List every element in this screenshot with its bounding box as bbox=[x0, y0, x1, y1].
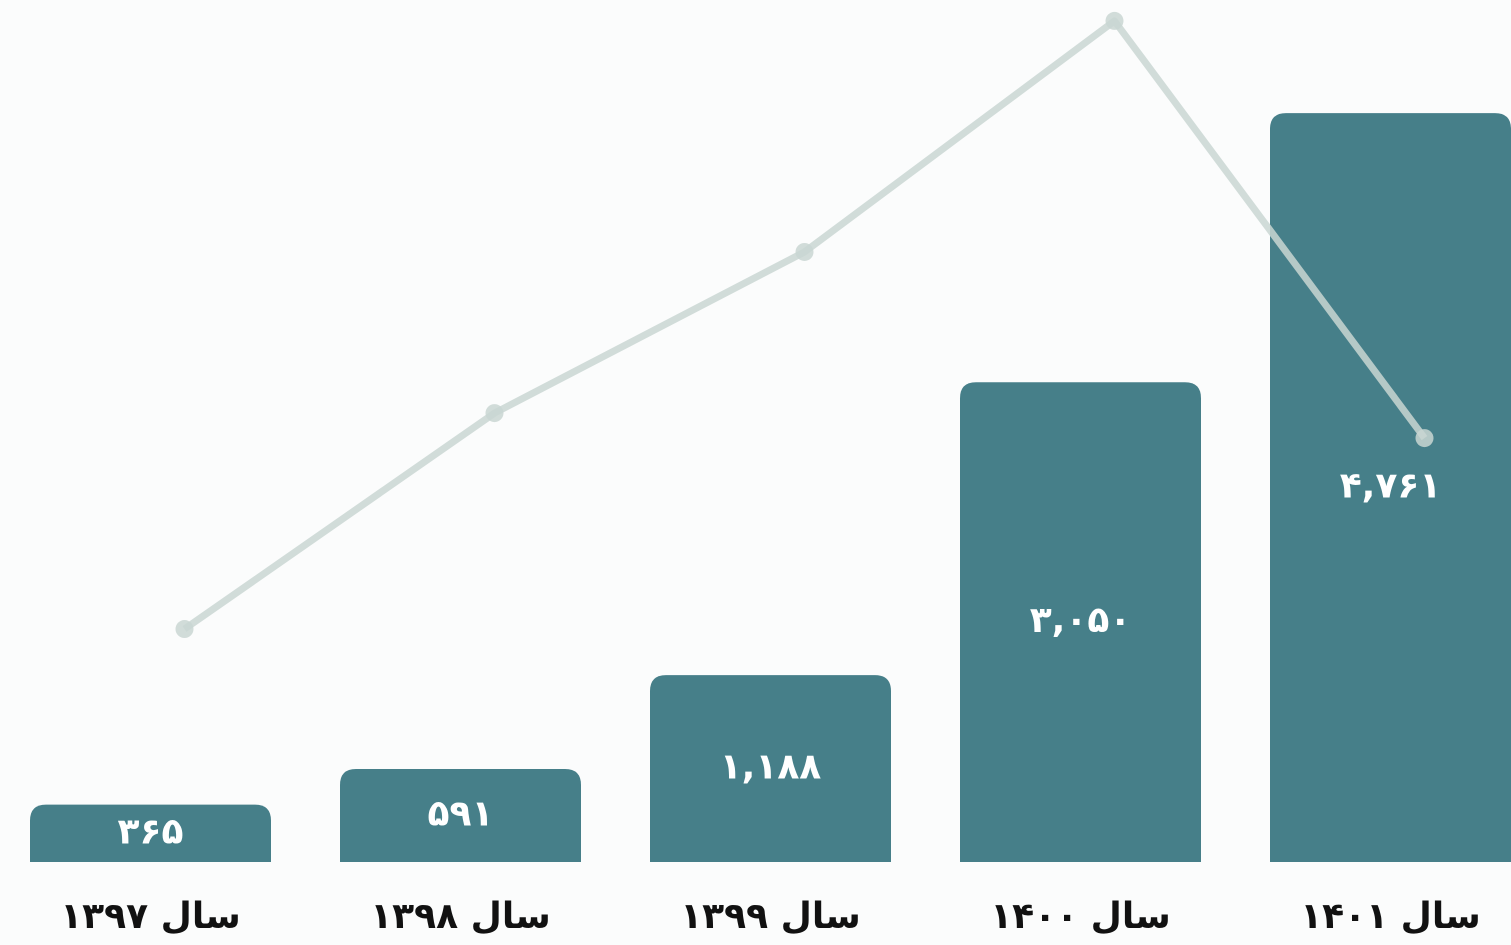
line-point bbox=[1415, 429, 1434, 448]
data-label: ۳۶۵ bbox=[118, 811, 184, 852]
bar bbox=[340, 769, 581, 862]
data-label: ۴,۷۶۱ bbox=[1340, 466, 1442, 507]
line-point bbox=[485, 404, 504, 423]
bar bbox=[30, 804, 271, 862]
bar bbox=[960, 382, 1201, 862]
line-point bbox=[795, 242, 814, 261]
x-tick-label: سال ۱۳۹۹ bbox=[680, 896, 861, 937]
x-tick-label: سال ۱۴۰۱ bbox=[1300, 896, 1481, 937]
line-point bbox=[175, 620, 194, 639]
x-tick-label: سال ۱۴۰۰ bbox=[990, 896, 1171, 937]
bar bbox=[1270, 113, 1511, 863]
data-label: ۱,۱۸۸ bbox=[720, 747, 822, 788]
x-tick-label: سال ۱۳۹۸ bbox=[370, 896, 551, 937]
data-label: ۳,۰۵۰ bbox=[1030, 600, 1132, 641]
data-label: ۵۹۱ bbox=[428, 794, 494, 835]
bar bbox=[650, 675, 891, 862]
line bbox=[182, 17, 1428, 632]
line-point bbox=[1105, 11, 1124, 30]
x-tick-label: سال ۱۳۹۷ bbox=[60, 896, 241, 937]
